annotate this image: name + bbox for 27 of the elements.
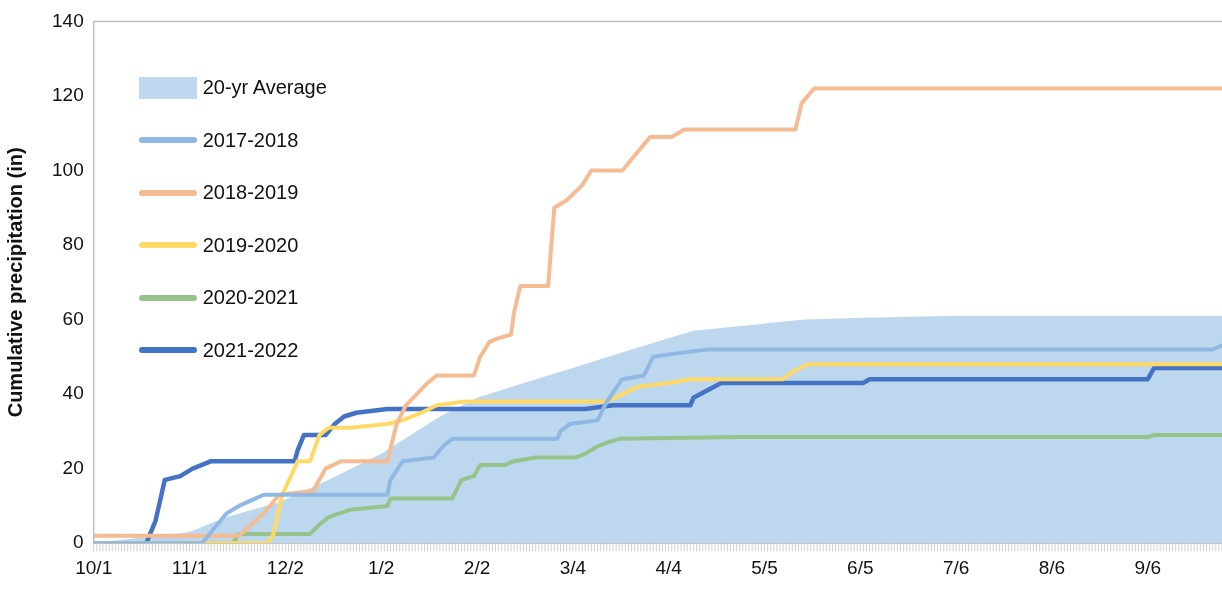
legend-label: 2017-2018 [202, 128, 299, 152]
x-tick-label: 6/5 [847, 556, 874, 578]
legend-label: 2020-2021 [202, 286, 299, 310]
y-tick-label: 100 [52, 158, 84, 180]
y-tick-label: 40 [62, 382, 84, 404]
x-tick-label: 7/6 [942, 556, 970, 578]
x-tick-label: 1/2 [367, 556, 395, 578]
x-tick-label: 2/2 [463, 556, 491, 578]
y-tick-label: 20 [62, 456, 84, 478]
x-tick-label: 4/4 [655, 556, 683, 578]
legend-label: 20-yr Average [202, 76, 327, 100]
legend-label: 2021-2022 [202, 338, 299, 362]
y-tick-label: 0 [73, 531, 84, 553]
legend-label: 2019-2020 [202, 233, 299, 257]
y-tick-label: 120 [52, 84, 84, 106]
x-tick-label: 8/6 [1038, 556, 1066, 578]
x-tick-label: 9/6 [1134, 556, 1162, 578]
y-tick-label: 60 [62, 307, 84, 329]
x-tick-label: 3/4 [559, 556, 587, 578]
y-tick-label: 80 [62, 233, 84, 255]
x-tick-label: 5/5 [751, 556, 778, 578]
legend-label: 2018-2019 [202, 181, 299, 205]
y-tick-label: 140 [52, 9, 84, 31]
y-axis-title: Cumulative precipitation (in) [3, 147, 26, 418]
x-tick-label: 12/2 [266, 556, 304, 578]
x-tick-label: 10/1 [75, 556, 113, 578]
x-tick-label: 11/1 [171, 556, 208, 578]
